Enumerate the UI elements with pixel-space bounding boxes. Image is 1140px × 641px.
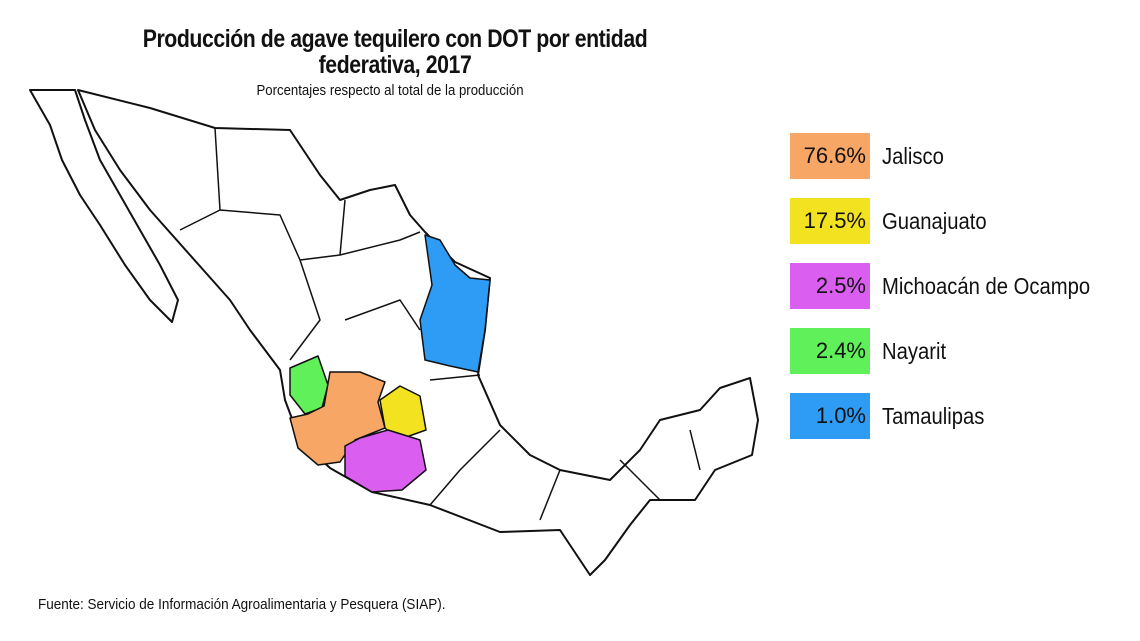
legend-item-nayarit: 2.4% Nayarit — [790, 327, 1119, 375]
legend-value: 1.0% — [790, 393, 870, 439]
legend-label: Nayarit — [882, 337, 947, 364]
legend: 76.6% Jalisco 17.5% Guanajuato 2.5% Mich… — [790, 132, 1119, 457]
legend-label: Jalisco — [882, 142, 944, 169]
source-note: Fuente: Servicio de Información Agroalim… — [38, 596, 446, 613]
legend-value: 76.6% — [790, 133, 870, 179]
legend-item-michoacan: 2.5% Michoacán de Ocampo — [790, 262, 1119, 310]
mainland-mexico — [77, 89, 759, 576]
legend-label: Tamaulipas — [882, 402, 985, 429]
legend-item-jalisco: 76.6% Jalisco — [790, 132, 1119, 180]
legend-item-guanajuato: 17.5% Guanajuato — [790, 197, 1119, 245]
state-jalisco — [289, 371, 386, 466]
map-subtitle: Porcentajes respecto al total de la prod… — [256, 82, 524, 99]
state-guanajuato — [379, 385, 427, 441]
map-title: Producción de agave tequilero con DOT po… — [142, 25, 648, 79]
legend-value: 2.4% — [790, 328, 870, 374]
state-michoacan — [344, 429, 427, 493]
legend-value: 17.5% — [790, 198, 870, 244]
legend-label: Michoacán de Ocampo — [882, 272, 1091, 299]
legend-item-tamaulipas: 1.0% Tamaulipas — [790, 392, 1119, 440]
baja-california-peninsula — [29, 89, 179, 323]
legend-value: 2.5% — [790, 263, 870, 309]
state-tamaulipas — [419, 234, 491, 373]
state-borders — [179, 127, 701, 521]
legend-label: Guanajuato — [882, 207, 987, 234]
